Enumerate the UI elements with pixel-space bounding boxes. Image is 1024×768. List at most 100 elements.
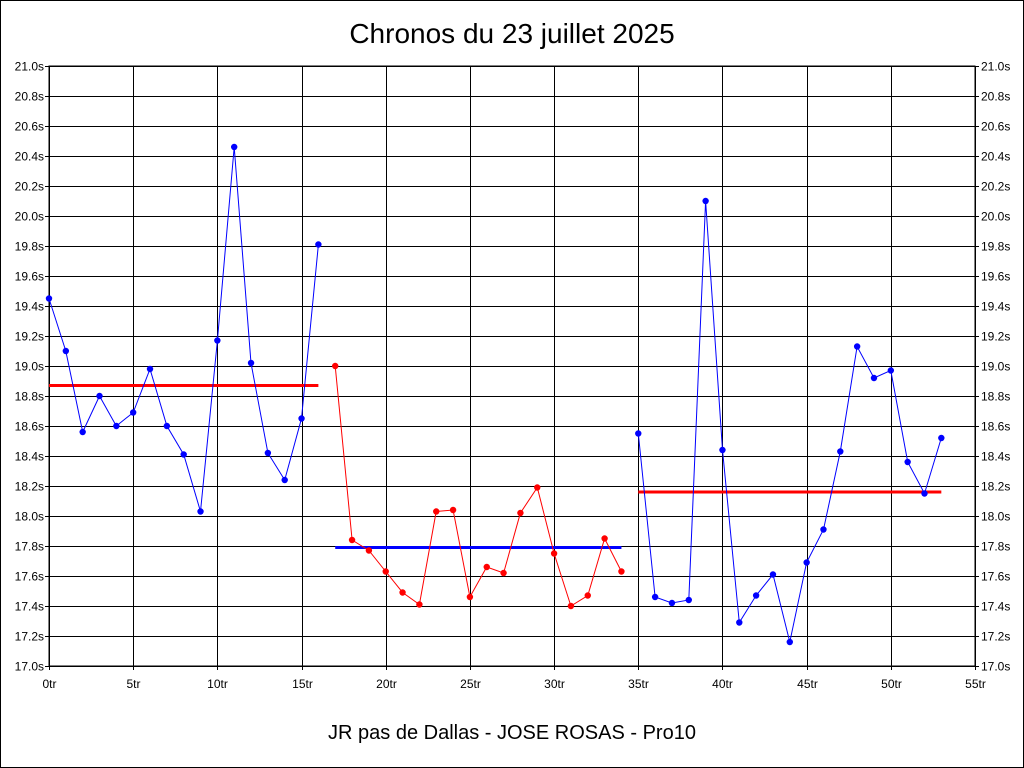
data-point [45, 295, 53, 302]
data-point [163, 422, 171, 430]
x-tick-label: 30tr [544, 677, 565, 691]
y-tick-label-right: 19.0s [981, 360, 1010, 374]
y-tick-label-right: 18.6s [981, 420, 1010, 434]
data-point [231, 143, 238, 151]
tick-labels: 17.0s 17.0s 17.2s 17.2s 17.4s 17.4s 17.6s 17.6s… [15, 60, 1011, 692]
y-tick-label-left: 20.8s [15, 90, 44, 104]
y-tick-label-right: 20.6s [981, 120, 1010, 134]
x-tick-label: 25tr [460, 677, 481, 691]
y-tick-label-left: 21.0s [15, 60, 44, 74]
y-tick-label-left: 20.4s [15, 150, 44, 164]
y-tick-label-left: 18.6s [15, 420, 44, 434]
data-point [332, 362, 339, 370]
data-point [79, 428, 86, 436]
data-point [264, 449, 272, 457]
y-tick-label-left: 17.4s [15, 600, 44, 614]
data-point [129, 409, 137, 416]
data-point [702, 197, 709, 205]
x-tick-label: 35tr [628, 677, 649, 691]
data-point [870, 374, 878, 382]
x-tick-label: 45tr [797, 677, 818, 691]
data-point [752, 592, 760, 599]
y-tick-label-right: 17.4s [981, 600, 1010, 614]
data-point [449, 506, 457, 514]
y-tick-label-left: 18.2s [15, 480, 44, 494]
y-tick-label-right: 18.4s [981, 450, 1010, 464]
data-point [247, 359, 255, 367]
y-tick-label-left: 17.0s [15, 660, 44, 674]
y-tick-label-right: 19.2s [981, 330, 1010, 344]
data-point [904, 458, 911, 466]
data-point [298, 415, 305, 422]
y-tick-label-left: 18.8s [15, 390, 44, 404]
y-tick-label-left: 19.2s [15, 330, 44, 344]
series-lines [45, 143, 945, 646]
data-point [62, 347, 70, 355]
data-point [146, 365, 154, 373]
y-tick-label-left: 19.0s [15, 360, 44, 374]
y-tick-label-left: 19.4s [15, 300, 44, 314]
y-tick-label-left: 18.4s [15, 450, 44, 464]
data-point [685, 596, 692, 604]
data-point [668, 599, 676, 607]
data-point [938, 434, 945, 442]
y-tick-label-right: 17.8s [981, 540, 1010, 554]
y-tick-label-left: 19.8s [15, 240, 44, 254]
x-tick-label: 5tr [126, 677, 140, 691]
data-point [584, 592, 591, 599]
data-point [635, 430, 642, 437]
data-point [853, 343, 861, 350]
x-tick-label: 40tr [712, 677, 733, 691]
y-tick-label-right: 18.2s [981, 480, 1010, 494]
data-point [618, 568, 625, 575]
data-point [786, 638, 793, 646]
y-tick-label-right: 17.0s [981, 660, 1010, 674]
data-point [315, 241, 322, 248]
x-tick-label: 55tr [965, 677, 986, 691]
y-tick-label-left: 20.6s [15, 120, 44, 134]
data-point [197, 508, 204, 515]
data-point [719, 446, 726, 454]
x-tick-label: 20tr [376, 677, 397, 691]
y-tick-label-left: 18.0s [15, 510, 44, 524]
data-point [96, 392, 103, 400]
y-tick-label-left: 20.2s [15, 180, 44, 194]
y-tick-label-left: 20.0s [15, 210, 44, 224]
series-line [334, 365, 622, 607]
data-point [348, 536, 356, 544]
y-tick-label-right: 18.8s [981, 390, 1010, 404]
data-point [887, 367, 895, 374]
data-point [281, 476, 288, 484]
x-tick-label: 10tr [207, 677, 228, 691]
data-point [433, 508, 440, 515]
x-tick-label: 0tr [42, 677, 56, 691]
y-tick-label-right: 19.4s [981, 300, 1010, 314]
y-tick-label-right: 17.6s [981, 570, 1010, 584]
data-point [736, 619, 743, 626]
chart-title: Chronos du 23 juillet 2025 [349, 18, 675, 49]
data-point [769, 571, 777, 578]
y-tick-label-right: 19.8s [981, 240, 1010, 254]
y-tick-label-right: 18.0s [981, 510, 1010, 524]
data-point [113, 422, 120, 430]
y-tick-label-right: 20.2s [981, 180, 1010, 194]
data-point [483, 563, 490, 571]
chart-footer: JR pas de Dallas - JOSE ROSAS - Pro10 [328, 722, 696, 744]
x-tick-label: 50tr [881, 677, 902, 691]
data-point [820, 526, 827, 533]
data-point [803, 559, 810, 566]
data-point [534, 484, 541, 491]
data-point [837, 448, 844, 455]
y-tick-label-left: 19.6s [15, 270, 44, 284]
y-tick-label-left: 17.2s [15, 630, 44, 644]
y-tick-label-right: 17.2s [981, 630, 1010, 644]
data-point [382, 568, 389, 575]
grid-lines [45, 66, 979, 670]
average-lines [49, 384, 942, 549]
data-point [921, 490, 928, 497]
y-tick-label-right: 20.8s [981, 90, 1010, 104]
x-tick-label: 15tr [292, 677, 313, 691]
data-point [466, 593, 474, 601]
data-point [567, 602, 575, 610]
